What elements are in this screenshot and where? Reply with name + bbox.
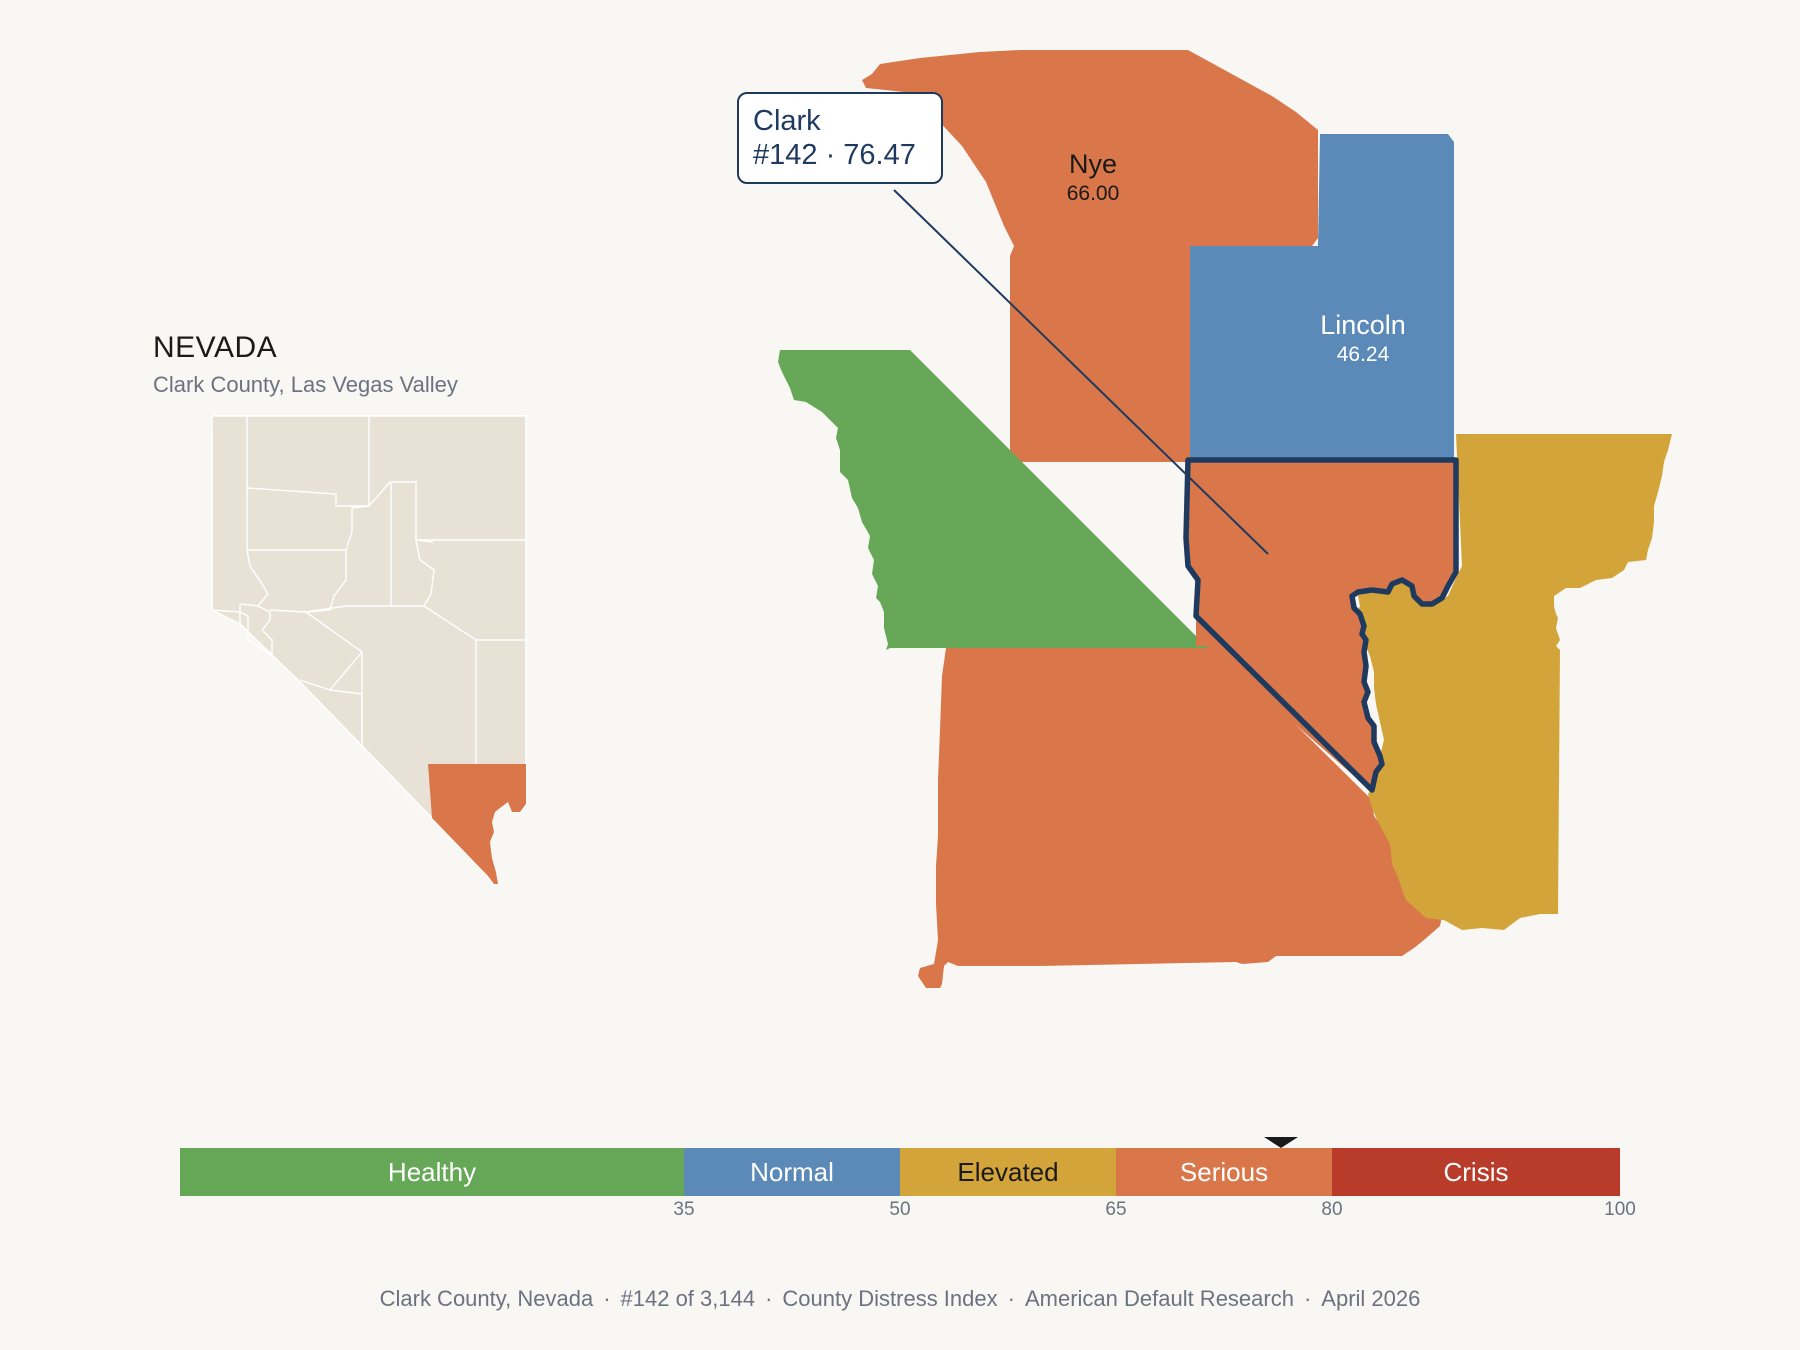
county-san-bernardino-shape[interactable] — [918, 648, 1442, 988]
inset-subtitle: Clark County, Las Vegas Valley — [153, 372, 458, 397]
county-inyo-shape[interactable] — [778, 350, 1214, 650]
footer-index: County Distress Index — [782, 1286, 998, 1311]
regional-county-map: Nye 66.00 Lincoln 46.24 — [778, 50, 1672, 988]
scale-tick-label: 100 — [1604, 1199, 1636, 1220]
footer-separator: · — [1303, 1286, 1312, 1311]
county-callout: Clark #142 · 76.47 — [737, 92, 943, 184]
footer-separator: · — [603, 1286, 611, 1311]
footer-separator: · — [1007, 1286, 1015, 1311]
inset-title: NEVADA — [153, 331, 278, 364]
scale-value-marker — [1264, 1137, 1299, 1148]
scale-segment-serious: Serious — [1116, 1148, 1332, 1196]
nevada-clark-highlight — [428, 764, 526, 884]
scale-segment-elevated: Elevated — [900, 1148, 1116, 1196]
nevada-county-lines — [211, 416, 526, 764]
county-label-nye: Nye 66.00 — [1067, 149, 1120, 205]
scale-tick-label: 65 — [1105, 1199, 1127, 1220]
callout-leader-line — [893, 189, 1269, 555]
footer-date: April 2026 — [1321, 1286, 1421, 1311]
callout-rank-value: #142 · 76.47 — [753, 139, 916, 171]
county-value-lincoln: 46.24 — [1337, 343, 1390, 366]
scale-segment-crisis: Crisis — [1332, 1148, 1620, 1196]
scale-tick-label: 80 — [1321, 1199, 1343, 1220]
county-clark-shape[interactable] — [1186, 460, 1456, 790]
footer-county: Clark County, Nevada — [379, 1286, 594, 1311]
footer-rank: #142 of 3,144 — [620, 1286, 756, 1311]
county-value-nye: 66.00 — [1067, 182, 1120, 205]
county-clark-outline — [1183, 457, 1459, 793]
scale-segment-healthy: Healthy — [180, 1148, 684, 1196]
county-name-lincoln: Lincoln — [1320, 310, 1406, 340]
distress-scale-bar: Healthy Normal Elevated Serious Crisis — [180, 1148, 1620, 1196]
scale-tick-label: 35 — [673, 1199, 695, 1220]
county-name-nye: Nye — [1069, 149, 1117, 179]
callout-county-name: Clark — [753, 105, 821, 137]
footer-source: American Default Research — [1024, 1286, 1294, 1311]
scale-segment-normal: Normal — [684, 1148, 900, 1196]
scale-tick-label: 50 — [889, 1199, 911, 1220]
footer-credits: Clark County, Nevada · #142 of 3,144 · Count… — [0, 1286, 1800, 1312]
nevada-inset-map — [211, 415, 527, 885]
footer-separator: · — [765, 1286, 773, 1311]
county-mohave-shape[interactable] — [1356, 434, 1672, 930]
county-label-lincoln: Lincoln 46.24 — [1320, 310, 1406, 366]
county-lincoln-shape[interactable] — [1190, 134, 1454, 462]
